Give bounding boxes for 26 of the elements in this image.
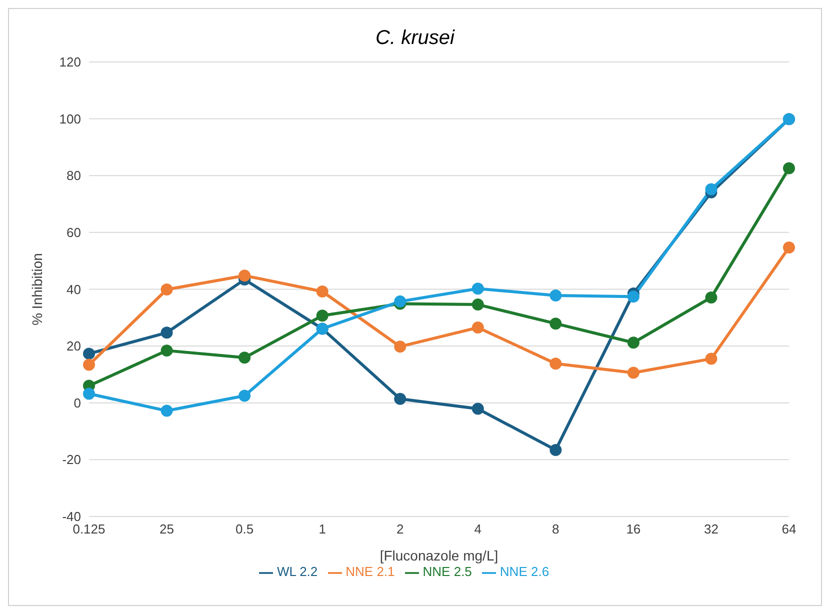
- x-tick-label: 4: [474, 522, 482, 537]
- x-tick-label: 32: [704, 522, 718, 537]
- y-tick-label: 0: [74, 395, 81, 410]
- x-tick-label: 64: [782, 522, 796, 537]
- y-tick-label: -20: [62, 452, 81, 468]
- legend-label: WL 2.2: [276, 564, 318, 580]
- y-tick-label: 60: [66, 225, 81, 240]
- y-tick-label: 100: [59, 111, 81, 126]
- x-axis-title: [Fluconazole mg/L]: [380, 547, 498, 564]
- y-tick-label: 120: [59, 54, 81, 70]
- x-tick-label: 1: [318, 522, 326, 537]
- x-tick-label: 8: [552, 522, 560, 537]
- x-tick-label: 25: [160, 522, 174, 537]
- chart-title: C. krusei: [374, 27, 456, 50]
- y-tick-label: 80: [66, 168, 81, 184]
- x-tick-label: 0.5: [236, 522, 254, 537]
- legend-label: NNE 2.5: [422, 564, 472, 580]
- legend-label: NNE 2.1: [346, 564, 395, 580]
- legend-label: NNE 2.6: [500, 564, 550, 580]
- y-tick-label: -40: [62, 509, 81, 524]
- y-tick-label: 40: [66, 282, 81, 297]
- x-tick-label: 2: [396, 522, 404, 537]
- x-tick-label: 0.125: [72, 522, 106, 537]
- y-axis-title: % Inhibition: [28, 253, 45, 326]
- x-tick-label: 16: [626, 522, 641, 537]
- y-tick-label: 20: [66, 338, 81, 354]
